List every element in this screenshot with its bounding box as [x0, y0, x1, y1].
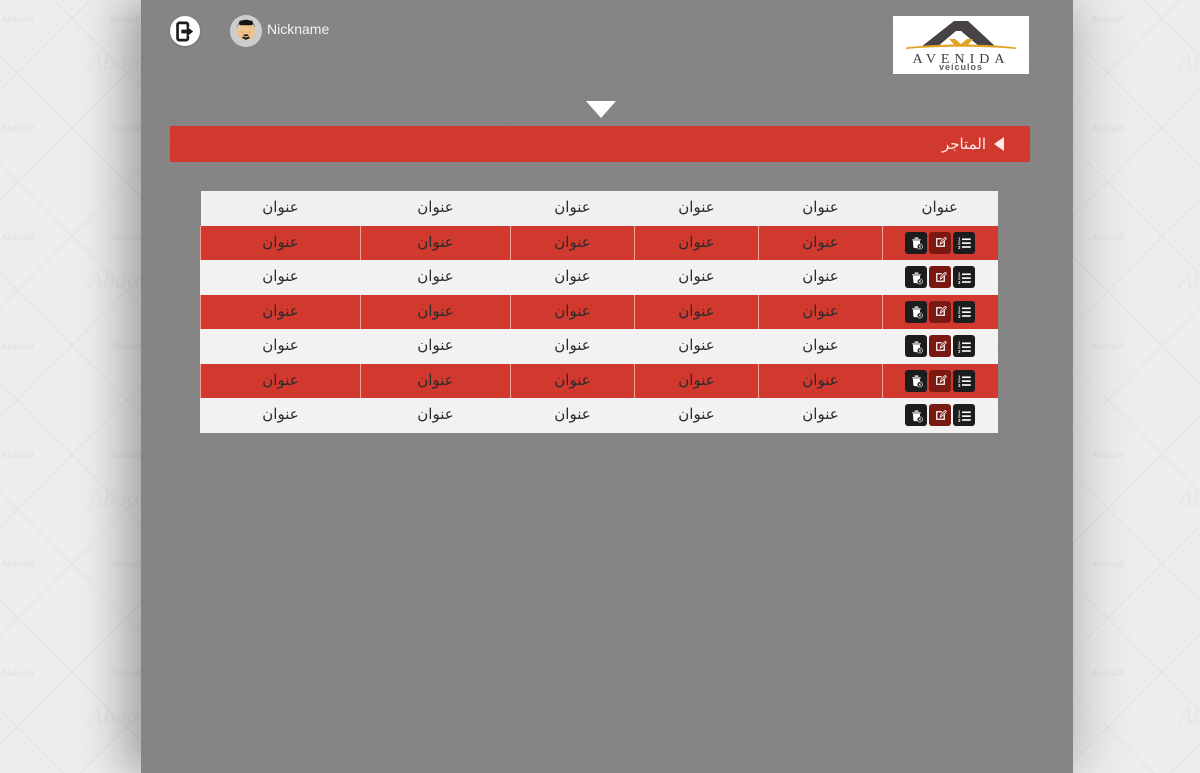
- svg-text:3: 3: [957, 280, 960, 285]
- svg-text:3: 3: [958, 418, 961, 423]
- svg-text:3: 3: [957, 245, 960, 250]
- svg-text:3: 3: [957, 314, 960, 319]
- svg-text:3: 3: [957, 349, 960, 354]
- svg-text:3: 3: [957, 383, 960, 388]
